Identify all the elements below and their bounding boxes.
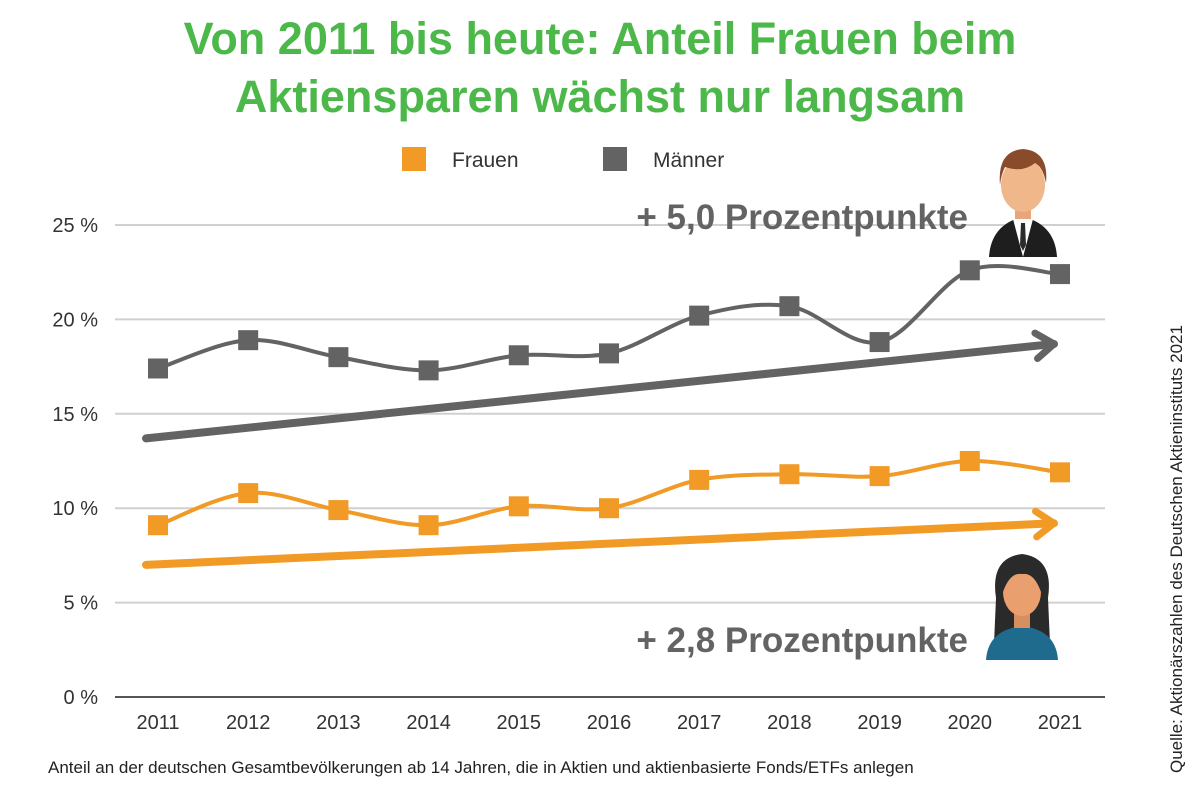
point-frauen-2014 <box>418 515 439 536</box>
footnote: Anteil an der deutschen Gesamtbevölkerun… <box>48 758 914 777</box>
chart-title: Von 2011 bis heute: Anteil Frauen beim A… <box>0 10 1200 126</box>
x-tick-label: 2016 <box>587 712 632 734</box>
legend-swatch-frauen <box>402 147 426 171</box>
point-maenner-2014 <box>418 360 439 381</box>
x-tick-label: 2017 <box>677 712 722 734</box>
point-frauen-2011 <box>148 515 168 536</box>
frauen-change-label: + 2,8 Prozentpunkte <box>636 621 968 660</box>
point-frauen-2016 <box>599 498 619 519</box>
point-frauen-2017 <box>689 469 710 490</box>
x-tick-label: 2013 <box>316 712 361 734</box>
point-maenner-2013 <box>328 347 349 368</box>
x-tick-label: 2015 <box>497 712 542 734</box>
x-tick-label: 2012 <box>226 712 271 734</box>
y-tick-label: 5 % <box>64 593 99 615</box>
man-avatar-icon <box>989 149 1057 257</box>
source-note: Quelle: Aktionärszahlen des Deutschen Ak… <box>1167 325 1186 773</box>
legend: Frauen Männer <box>402 147 724 172</box>
x-tick-label: 2020 <box>948 712 993 734</box>
x-tick-label: 2014 <box>406 712 451 734</box>
point-frauen-2019 <box>869 466 890 487</box>
trend-arrowhead <box>1032 507 1058 541</box>
trend-arrows <box>142 329 1058 569</box>
point-frauen-2012 <box>238 483 259 504</box>
point-frauen-2018 <box>779 464 800 485</box>
x-tick-label: 2021 <box>1038 712 1083 734</box>
legend-label-maenner: Männer <box>653 149 724 172</box>
x-tick-label: 2018 <box>767 712 812 734</box>
point-maenner-2019 <box>869 332 890 353</box>
title-line-1: Von 2011 bis heute: Anteil Frauen beim <box>183 13 1017 64</box>
legend-label-frauen: Frauen <box>452 149 519 172</box>
point-maenner-2012 <box>238 330 259 351</box>
point-frauen-2013 <box>328 500 349 521</box>
maenner-change-label: + 5,0 Prozentpunkte <box>636 198 968 237</box>
legend-swatch-maenner <box>603 147 627 171</box>
woman-avatar-icon <box>986 554 1058 660</box>
y-tick-label: 20 % <box>52 309 98 331</box>
point-frauen-2020 <box>959 451 980 471</box>
point-frauen-2015 <box>508 496 529 517</box>
trend-line-frauen <box>142 519 1058 569</box>
y-tick-label: 10 % <box>52 498 98 520</box>
x-axis-ticks: 2011 2012 2013 2014 2015 2016 2017 2018 2019 2020… <box>136 712 1082 734</box>
series-group <box>148 260 1070 536</box>
x-tick-label: 2011 <box>136 712 179 734</box>
point-maenner-2016 <box>599 343 619 364</box>
point-maenner-2017 <box>689 305 710 326</box>
y-tick-label: 15 % <box>52 404 98 426</box>
point-maenner-2021 <box>1050 264 1070 285</box>
title-line-2: Aktiensparen wächst nur langsam <box>234 71 966 122</box>
y-axis-ticks: 0 % 5 % 10 % 15 % 20 % 25 % <box>52 215 98 709</box>
point-maenner-2015 <box>508 345 529 366</box>
point-maenner-2011 <box>148 358 168 379</box>
y-tick-label: 0 % <box>64 687 99 709</box>
point-frauen-2021 <box>1050 462 1070 483</box>
point-maenner-2018 <box>779 296 800 317</box>
point-maenner-2020 <box>959 260 980 281</box>
trend-line-maenner <box>142 339 1058 443</box>
y-tick-label: 25 % <box>52 215 98 237</box>
x-tick-label: 2019 <box>857 712 902 734</box>
trend-arrowhead <box>1031 329 1058 363</box>
